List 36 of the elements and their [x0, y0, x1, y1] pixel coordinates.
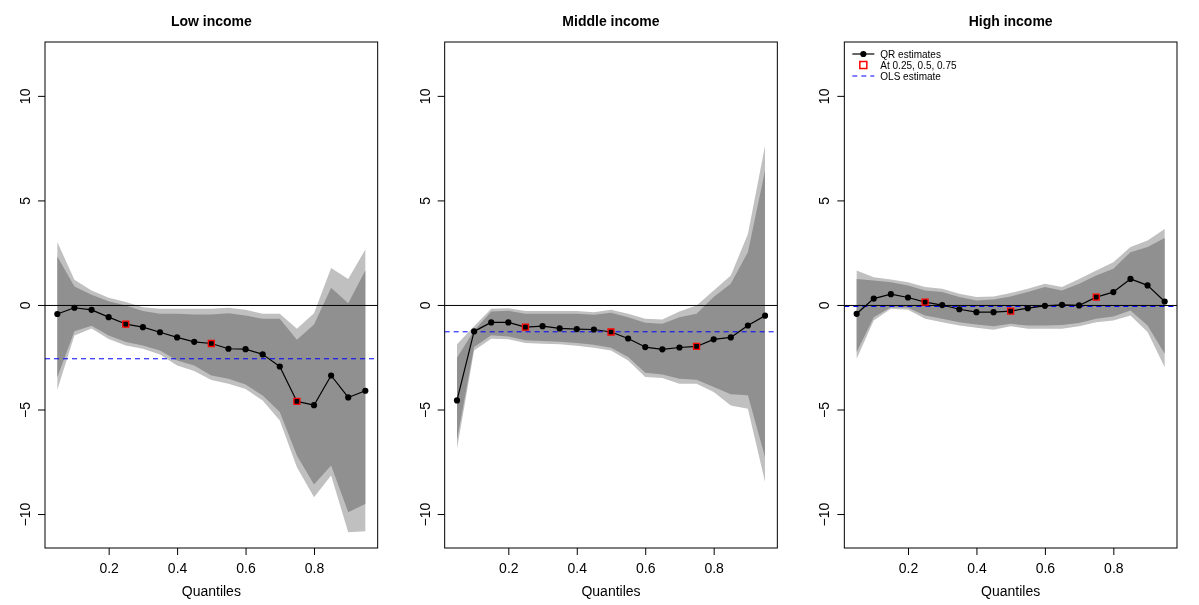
y-tick-label: 0: [416, 301, 433, 310]
y-tick-label: 5: [816, 196, 833, 205]
x-axis-title: Quantiles: [181, 583, 241, 599]
y-tick-label: −10: [416, 502, 433, 527]
x-tick-label: 0.6: [635, 560, 656, 577]
y-tick-label: 5: [16, 196, 33, 205]
chart-title: High income: [968, 13, 1053, 29]
x-tick-label: 0.8: [304, 560, 325, 577]
y-tick-label: 10: [416, 88, 433, 105]
x-tick-label: 0.8: [704, 560, 725, 577]
x-tick-label: 0.8: [1104, 560, 1124, 577]
x-axis-title: Quantiles: [981, 583, 1041, 599]
y-tick-label: 0: [816, 301, 833, 310]
y-tick-label: −5: [816, 401, 833, 418]
y-tick-label: 10: [816, 88, 833, 105]
x-tick-label: 0.4: [167, 560, 188, 577]
y-tick-label: −5: [16, 401, 33, 418]
legend-label: OLS estimate: [880, 70, 942, 82]
y-tick-label: −10: [816, 502, 833, 527]
x-tick-label: 0.2: [499, 560, 519, 577]
x-tick-label: 0.4: [967, 560, 987, 577]
x-tick-label: 0.2: [99, 560, 120, 577]
y-tick-label: 5: [416, 196, 433, 205]
chart-title: Middle income: [562, 13, 660, 29]
legend-label: At 0.25, 0.5, 0.75: [880, 59, 957, 71]
y-tick-label: 0: [16, 301, 33, 310]
y-tick-label: 10: [16, 88, 33, 105]
x-tick-label: 0.6: [236, 560, 256, 577]
legend-label: QR estimates: [880, 48, 941, 60]
x-axis-title: Quantiles: [581, 583, 641, 599]
chart-title: Low income: [170, 13, 252, 29]
y-tick-label: −10: [16, 502, 33, 527]
y-tick-label: −5: [416, 401, 433, 418]
x-tick-label: 0.6: [1035, 560, 1056, 577]
x-tick-label: 0.4: [567, 560, 588, 577]
x-tick-label: 0.2: [898, 560, 919, 577]
